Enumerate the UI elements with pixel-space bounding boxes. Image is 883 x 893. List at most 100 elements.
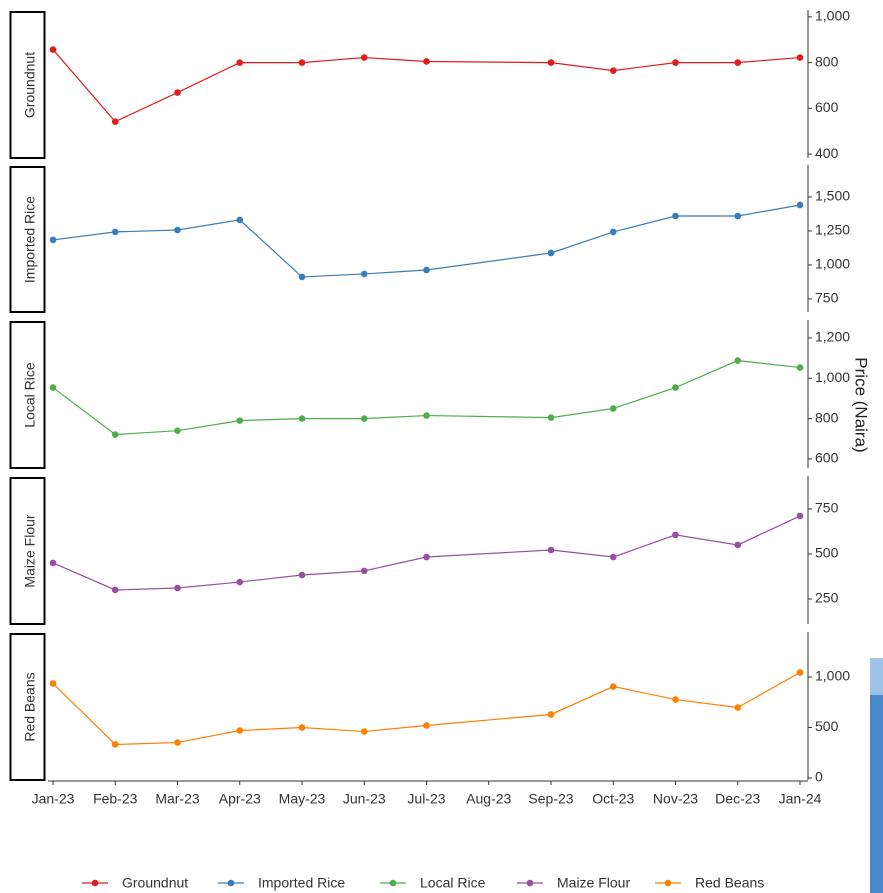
data-point [111,586,119,594]
data-point [672,212,679,220]
data-point [298,724,306,731]
x-tick-label: Aug-23 [466,791,511,807]
data-point [111,118,119,125]
data-point [49,46,57,53]
series-line [52,671,801,746]
x-tick-label: Jul-23 [407,791,445,807]
data-point [174,226,181,234]
y-tick-label: 400 [815,145,839,161]
series-line [52,359,801,436]
data-point [609,405,617,412]
data-point [360,728,368,735]
facet-label: Maize Flour [22,514,38,587]
data-point [111,741,119,748]
legend-point [91,879,99,887]
facet-label: Red Beans [22,672,38,741]
data-point [609,67,617,74]
data-point [111,228,119,236]
facet-strip [9,166,46,313]
data-point [796,512,804,520]
legend-label: Local Rice [420,875,486,891]
legend-point [526,879,534,887]
data-point [236,578,244,586]
y-tick-label: 800 [815,53,839,69]
y-tick-label: 1,000 [815,8,850,24]
legend-label: Maize Flour [557,875,630,891]
series-line [52,204,801,278]
x-tick-label: Jun-23 [343,791,386,807]
data-point [672,531,679,539]
data-point [796,669,804,676]
data-point [609,553,617,561]
data-point [423,266,430,274]
data-point [734,704,742,711]
y-axis-label: Price (Naira) [852,357,871,452]
facet-strip [9,321,46,469]
y-tick-label: 250 [815,590,839,606]
data-point [423,722,430,729]
legend-label: Imported Rice [258,875,345,891]
y-tick-label: 750 [815,500,839,516]
data-point [236,727,244,734]
data-point [547,414,555,421]
data-point [796,201,804,209]
data-point [734,357,742,364]
data-point [547,59,555,66]
data-point [734,59,742,66]
data-point [423,412,430,419]
legend-point [664,879,672,887]
y-tick-label: 1,000 [815,369,850,385]
legend-point [227,879,235,887]
x-tick-label: May-23 [279,791,326,807]
data-point [49,236,57,244]
x-tick-label: Oct-23 [592,791,634,807]
data-point [298,59,306,66]
y-tick-label: 800 [815,409,839,425]
data-point [672,696,679,703]
data-point [111,431,119,438]
data-point [796,54,804,61]
x-tick-label: Mar-23 [155,791,200,807]
series-line [52,515,801,591]
data-point [49,680,57,687]
data-point [672,384,679,391]
x-tick-label: Jan-24 [779,791,822,807]
data-point [547,711,555,718]
data-point [796,364,804,371]
y-tick-label: 600 [815,450,839,466]
data-point [734,212,742,220]
data-point [547,546,555,554]
x-tick-label: Nov-23 [653,791,698,807]
data-point [360,567,368,575]
data-point [734,541,742,549]
data-point [174,584,181,592]
data-point [360,270,368,278]
data-point [174,427,181,434]
data-point [609,683,617,690]
y-tick-label: 500 [815,718,839,734]
x-tick-label: Apr-23 [219,791,261,807]
scrollbar-track [870,658,883,695]
data-point [298,571,306,579]
facet-strip [9,633,46,781]
x-tick-label: Sep-23 [528,791,573,807]
y-tick-label: 600 [815,99,839,115]
x-tick-label: Feb-23 [93,791,138,807]
y-tick-label: 1,500 [815,188,850,204]
data-point [423,553,430,561]
data-point [298,415,306,422]
data-point [360,54,368,61]
y-tick-label: 500 [815,545,839,561]
facet-strip [9,11,46,159]
scrollbar-thumb[interactable] [870,695,883,893]
facet-label: Groundnut [22,52,38,118]
data-point [236,59,244,66]
data-point [49,384,57,391]
series-line [52,49,801,123]
legend-point [389,879,397,887]
legend-label: Red Beans [695,875,764,891]
y-tick-label: 0 [815,769,823,785]
data-point [547,249,555,257]
y-tick-label: 750 [815,290,839,306]
